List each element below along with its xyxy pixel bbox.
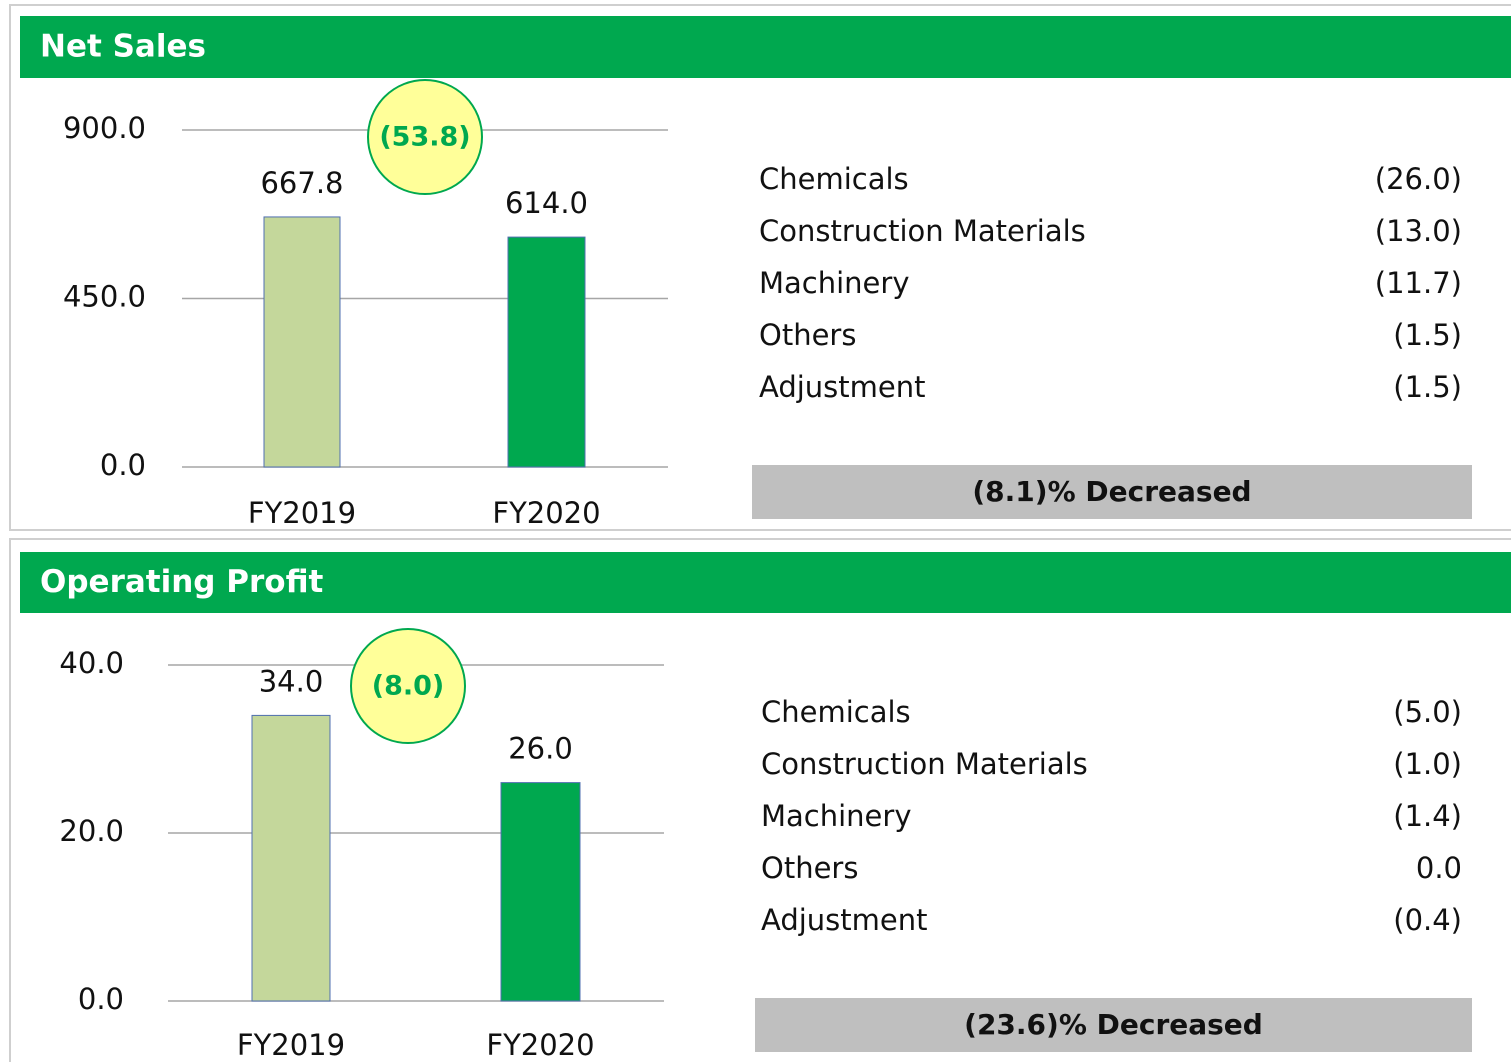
- segment-name: Construction Materials: [761, 747, 1088, 781]
- summary-box: [752, 465, 1472, 519]
- y-tick-label: 0.0: [78, 982, 124, 1016]
- x-tick-label: FY2020: [492, 496, 600, 530]
- y-tick-label: 900.0: [63, 111, 146, 145]
- segment-value: (13.0): [1375, 214, 1462, 248]
- summary-box: [755, 998, 1472, 1052]
- panel-header: [20, 552, 1511, 613]
- segment-name: Adjustment: [759, 370, 926, 404]
- value-label: 26.0: [508, 732, 573, 766]
- segment-value: 0.0: [1416, 851, 1462, 885]
- panel-border: [9, 4, 1511, 531]
- segment-name: Chemicals: [761, 695, 911, 729]
- summary-text: (23.6)% Decreased: [964, 1008, 1263, 1041]
- segment-value: (0.4): [1393, 903, 1462, 937]
- segment-name: Others: [761, 851, 858, 885]
- segment-value: (1.5): [1393, 318, 1462, 352]
- segment-value: (26.0): [1375, 162, 1462, 196]
- y-tick-label: 0.0: [100, 448, 146, 482]
- segment-name: Others: [759, 318, 856, 352]
- bar: [263, 216, 341, 468]
- bar: [507, 236, 586, 468]
- value-label: 614.0: [505, 186, 588, 220]
- bar: [251, 714, 331, 1002]
- summary-text: (8.1)% Decreased: [972, 475, 1251, 508]
- y-tick-label: 450.0: [63, 280, 146, 314]
- segment-value: (1.5): [1393, 370, 1462, 404]
- y-tick-label: 40.0: [59, 646, 124, 680]
- segment-value: (11.7): [1375, 266, 1462, 300]
- change-badge: [350, 628, 466, 744]
- change-label: (53.8): [379, 122, 470, 153]
- panel-border: [9, 538, 1511, 1062]
- value-label: 667.8: [260, 166, 343, 200]
- panel-title: Operating Profit: [40, 564, 324, 600]
- bar: [500, 782, 581, 1002]
- segment-value: (1.4): [1393, 799, 1462, 833]
- x-tick-label: FY2019: [237, 1028, 345, 1062]
- y-tick-label: 20.0: [59, 814, 124, 848]
- x-tick-label: FY2019: [248, 496, 356, 530]
- value-label: 34.0: [259, 664, 324, 698]
- segment-value: (1.0): [1393, 747, 1462, 781]
- segment-name: Chemicals: [759, 162, 909, 196]
- panel-header: [20, 16, 1511, 78]
- segment-name: Machinery: [761, 799, 911, 833]
- x-tick-label: FY2020: [486, 1028, 594, 1062]
- panel-title: Net Sales: [40, 29, 206, 65]
- segment-name: Machinery: [759, 266, 909, 300]
- change-label: (8.0): [372, 671, 445, 702]
- change-badge: [367, 79, 483, 195]
- segment-value: (5.0): [1393, 695, 1462, 729]
- segment-name: Adjustment: [761, 903, 928, 937]
- segment-name: Construction Materials: [759, 214, 1086, 248]
